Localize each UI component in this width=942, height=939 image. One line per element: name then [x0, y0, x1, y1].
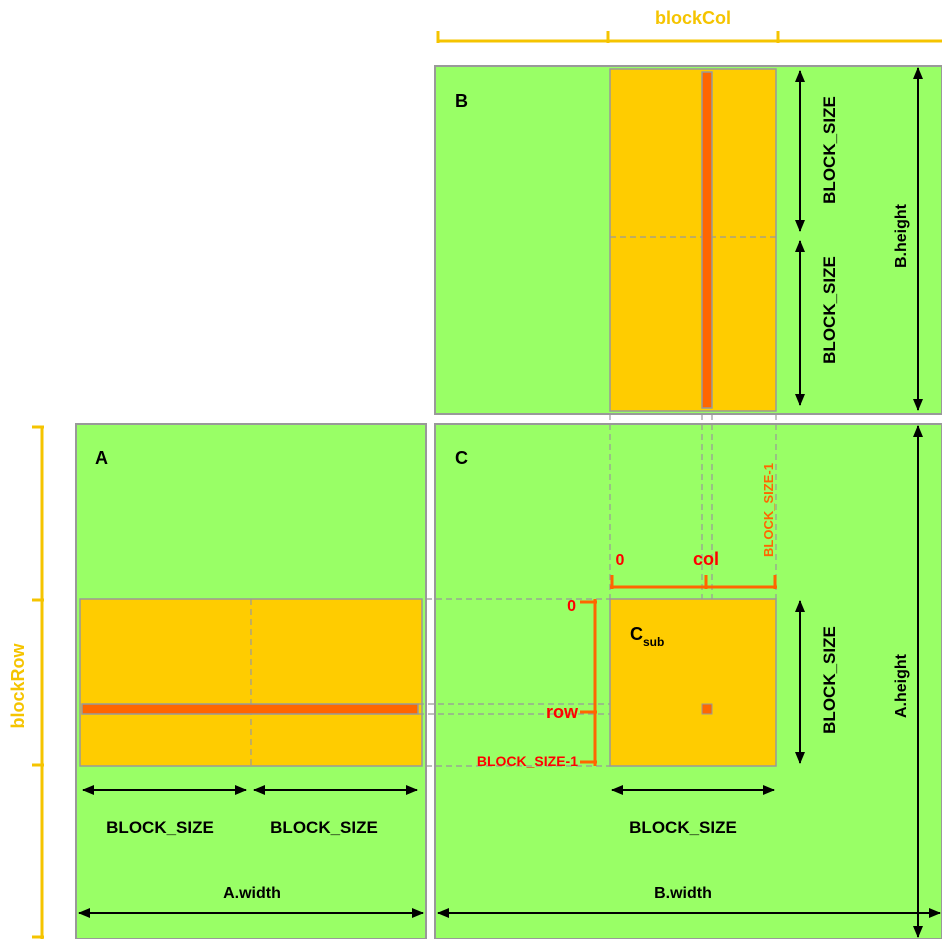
b-block-size-top-label: BLOCK_SIZE	[820, 96, 839, 204]
block-col-label: blockCol	[655, 8, 731, 28]
a-block-size-left-label: BLOCK_SIZE	[106, 818, 214, 837]
block-row-label: blockRow	[8, 643, 28, 729]
matrix-b-label: B	[455, 91, 468, 111]
c-block-size-vertical-label: BLOCK_SIZE	[820, 626, 839, 734]
a-height-label: A.height	[893, 653, 910, 718]
a-block-size-right-label: BLOCK_SIZE	[270, 818, 378, 837]
matrix-a-label: A	[95, 448, 108, 468]
col-index-col: col	[693, 549, 719, 569]
matrix-a-row-strip	[81, 703, 419, 715]
row-index-bracket	[580, 599, 597, 766]
matrix-c-label: C	[455, 448, 468, 468]
row-index-zero: 0	[567, 598, 576, 615]
block-row-bracket	[32, 425, 44, 939]
matrix-b-block-column	[609, 68, 777, 412]
c-sub-element	[701, 703, 713, 715]
c-sub-label: Csub	[630, 624, 664, 649]
col-index-bracket	[610, 575, 777, 589]
col-index-zero: 0	[616, 552, 625, 569]
b-block-size-bottom-label: BLOCK_SIZE	[820, 256, 839, 364]
b-width-label: B.width	[654, 885, 712, 902]
row-index-last: BLOCK_SIZE-1	[477, 753, 578, 769]
row-index-row: row	[546, 702, 579, 722]
block-col-bracket	[436, 31, 942, 43]
c-sub-block	[609, 598, 777, 767]
col-index-last: BLOCK_SIZE-1	[761, 463, 776, 557]
matrix-b-column-strip	[701, 71, 713, 409]
a-width-label: A.width	[223, 885, 281, 902]
c-block-size-horizontal-label: BLOCK_SIZE	[629, 818, 737, 837]
b-height-label: B.height	[893, 203, 910, 268]
